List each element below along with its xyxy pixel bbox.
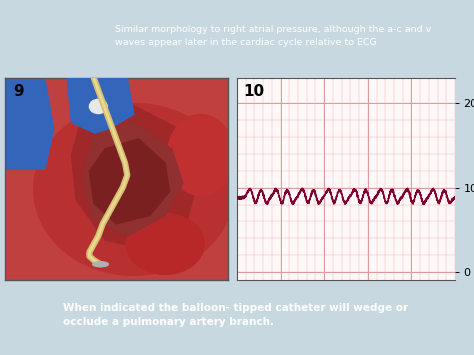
Polygon shape (90, 139, 170, 224)
Polygon shape (5, 78, 54, 169)
Ellipse shape (34, 103, 234, 275)
Text: Similar morphology to right atrial pressure, although the a-c and v
waves appear: Similar morphology to right atrial press… (115, 25, 431, 47)
Ellipse shape (167, 115, 234, 196)
Ellipse shape (90, 99, 107, 114)
Ellipse shape (126, 214, 204, 274)
Text: 9: 9 (14, 84, 24, 99)
Polygon shape (72, 102, 201, 250)
Text: When indicated the balloon- tipped catheter will wedge or
occlude a pulmonary ar: When indicated the balloon- tipped cathe… (63, 303, 408, 327)
Ellipse shape (93, 262, 109, 267)
Polygon shape (82, 122, 183, 236)
Text: 10: 10 (244, 84, 264, 99)
Polygon shape (67, 78, 134, 135)
